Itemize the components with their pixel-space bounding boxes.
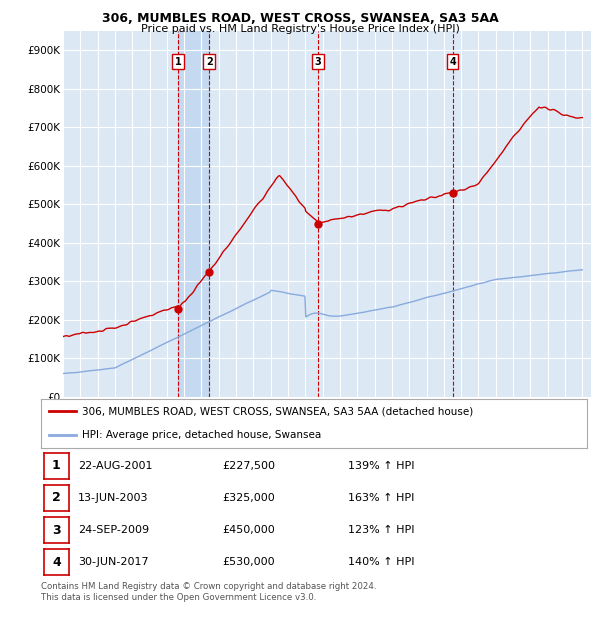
- Text: 4: 4: [52, 556, 61, 569]
- Text: 1: 1: [52, 459, 61, 472]
- Text: 2: 2: [206, 57, 212, 67]
- Text: 3: 3: [52, 524, 61, 536]
- Text: 163% ↑ HPI: 163% ↑ HPI: [348, 493, 415, 503]
- Text: £530,000: £530,000: [222, 557, 275, 567]
- Text: 24-SEP-2009: 24-SEP-2009: [78, 525, 149, 535]
- Text: 22-AUG-2001: 22-AUG-2001: [78, 461, 152, 471]
- Text: Contains HM Land Registry data © Crown copyright and database right 2024.
This d: Contains HM Land Registry data © Crown c…: [41, 582, 376, 603]
- Text: £450,000: £450,000: [222, 525, 275, 535]
- Text: 123% ↑ HPI: 123% ↑ HPI: [348, 525, 415, 535]
- Text: 306, MUMBLES ROAD, WEST CROSS, SWANSEA, SA3 5AA: 306, MUMBLES ROAD, WEST CROSS, SWANSEA, …: [101, 12, 499, 25]
- Text: £325,000: £325,000: [222, 493, 275, 503]
- Text: 3: 3: [314, 57, 322, 67]
- Text: 139% ↑ HPI: 139% ↑ HPI: [348, 461, 415, 471]
- Text: Price paid vs. HM Land Registry's House Price Index (HPI): Price paid vs. HM Land Registry's House …: [140, 24, 460, 33]
- Text: 306, MUMBLES ROAD, WEST CROSS, SWANSEA, SA3 5AA (detached house): 306, MUMBLES ROAD, WEST CROSS, SWANSEA, …: [82, 406, 473, 417]
- Text: 1: 1: [175, 57, 181, 67]
- Text: 4: 4: [449, 57, 456, 67]
- Text: 140% ↑ HPI: 140% ↑ HPI: [348, 557, 415, 567]
- Text: 30-JUN-2017: 30-JUN-2017: [78, 557, 149, 567]
- Text: 13-JUN-2003: 13-JUN-2003: [78, 493, 149, 503]
- Bar: [178, 31, 209, 397]
- Text: 2: 2: [52, 492, 61, 504]
- Text: £227,500: £227,500: [222, 461, 275, 471]
- Text: HPI: Average price, detached house, Swansea: HPI: Average price, detached house, Swan…: [82, 430, 321, 440]
